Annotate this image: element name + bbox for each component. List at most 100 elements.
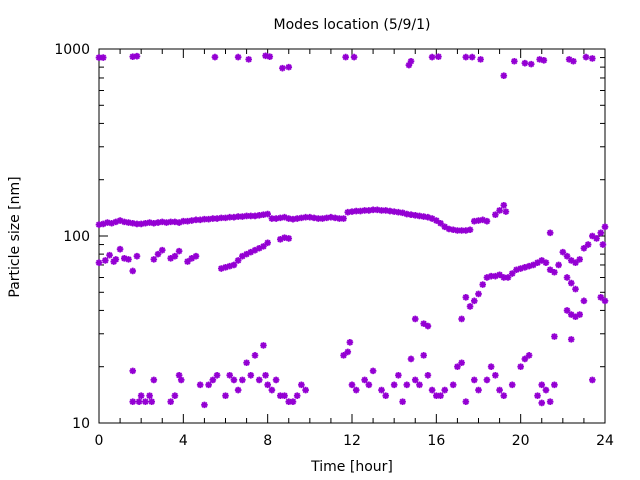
data-point: [416, 212, 423, 220]
data-point: [314, 215, 322, 222]
data-point: [268, 215, 276, 222]
data-point: [348, 208, 356, 215]
data-point: [239, 376, 246, 384]
data-point: [277, 214, 284, 222]
data-point: [129, 267, 137, 275]
data-point: [247, 371, 255, 379]
data-point: [576, 311, 583, 318]
data-point: [599, 241, 607, 248]
data-point: [441, 386, 449, 394]
data-point: [213, 215, 221, 222]
x-tick-label: 8: [263, 433, 272, 449]
data-point: [405, 61, 413, 69]
data-point: [213, 371, 221, 379]
data-point: [255, 376, 263, 384]
y-axis-label: Particle size [nm]: [7, 176, 23, 297]
data-point: [125, 256, 132, 263]
data-point: [492, 371, 499, 379]
data-point: [420, 213, 427, 220]
data-point: [403, 210, 411, 218]
data-point: [95, 221, 103, 228]
data-point: [175, 371, 183, 379]
data-point: [327, 213, 335, 221]
y-tick-label: 100: [63, 229, 90, 245]
data-point: [260, 211, 267, 218]
data-point: [293, 215, 301, 222]
data-point: [589, 232, 596, 240]
data-point: [348, 381, 356, 389]
data-point: [559, 248, 567, 256]
data-point: [323, 214, 330, 222]
data-point: [369, 367, 377, 375]
data-point: [125, 219, 132, 226]
data-point: [411, 212, 419, 219]
data-point: [234, 213, 242, 220]
data-point: [445, 225, 453, 233]
data-point: [129, 53, 137, 60]
data-point: [462, 294, 470, 301]
data-point: [466, 226, 474, 234]
data-point: [449, 381, 457, 389]
data-point: [475, 386, 482, 394]
data-point: [468, 53, 476, 61]
data-point: [601, 297, 609, 305]
data-point: [146, 219, 153, 226]
data-point: [264, 210, 271, 218]
data-point: [572, 259, 579, 266]
data-point: [201, 401, 208, 409]
data-point: [546, 398, 554, 405]
data-point: [99, 220, 107, 228]
data-point: [272, 376, 280, 384]
data-point: [171, 218, 179, 226]
data-point: [521, 355, 529, 363]
data-point: [601, 223, 609, 231]
data-point: [525, 262, 533, 270]
data-point: [209, 215, 217, 222]
data-point: [479, 281, 487, 288]
data-point: [264, 381, 271, 389]
data-point: [407, 355, 415, 363]
data-point: [502, 208, 510, 215]
data-point: [435, 53, 442, 60]
data-point: [342, 53, 349, 61]
data-point: [361, 207, 368, 214]
data-point: [572, 313, 579, 321]
data-point: [352, 207, 360, 215]
data-point: [530, 261, 537, 269]
data-point: [411, 376, 419, 384]
data-point: [222, 392, 229, 399]
data-point: [121, 254, 128, 262]
data-point: [196, 216, 204, 224]
data-point: [285, 235, 293, 242]
data-point: [230, 376, 238, 384]
data-point: [175, 247, 183, 255]
data-point: [390, 381, 398, 389]
y-tick-label: 10: [72, 416, 90, 432]
data-point: [319, 215, 326, 222]
data-point: [150, 256, 158, 263]
data-point: [513, 266, 520, 274]
data-point: [395, 371, 402, 379]
data-point: [567, 311, 575, 318]
data-point: [260, 243, 267, 250]
data-point: [154, 219, 162, 226]
data-point: [289, 398, 297, 405]
data-point: [167, 398, 174, 405]
data-point: [135, 398, 143, 405]
axis-tick-labels: 0 4 8 12 16 20 24 10 100 1000: [54, 42, 614, 449]
data-point: [540, 57, 548, 64]
data-point: [255, 212, 263, 219]
data-point: [150, 376, 158, 384]
data-point: [217, 214, 225, 222]
data-point: [517, 363, 524, 371]
data-point: [538, 381, 546, 389]
data-point: [260, 342, 267, 349]
data-point: [572, 285, 579, 293]
data-point: [243, 250, 250, 258]
data-point: [382, 207, 390, 214]
data-point: [211, 53, 219, 61]
data-point: [175, 219, 183, 226]
chart-title: Modes location (5/9/1): [274, 17, 431, 33]
data-point: [382, 392, 390, 399]
data-point: [479, 216, 487, 224]
